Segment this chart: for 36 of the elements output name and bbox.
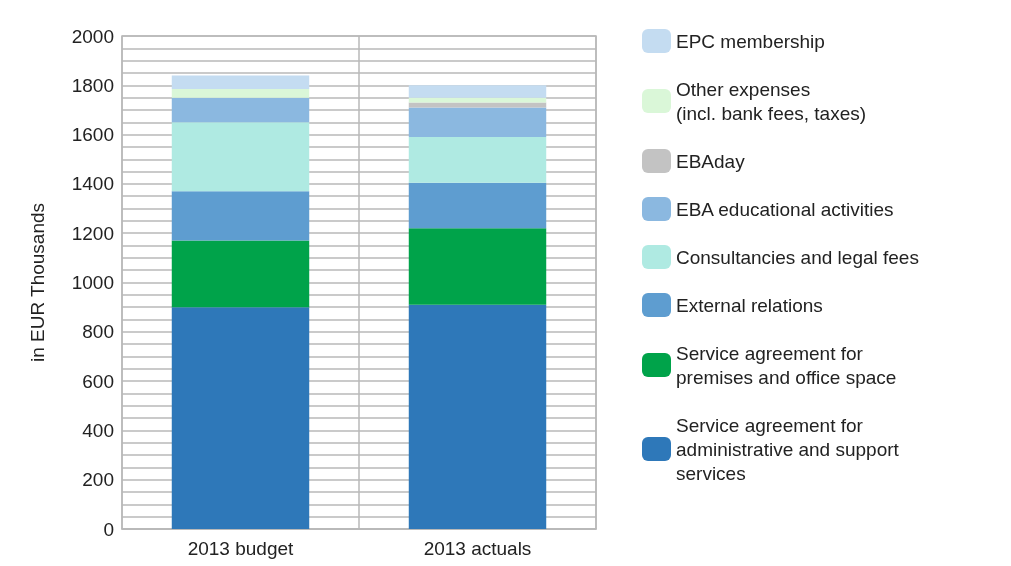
legend-label: External relations [676,294,823,316]
bar [171,122,310,192]
y-tick-label: 600 [82,370,114,392]
legend-label: EBAday [676,150,746,172]
y-tick-label: 1800 [71,74,114,96]
bar [171,191,310,241]
y-tick-label: 800 [82,321,114,343]
bar [171,75,310,89]
y-tick-label: 200 [82,469,114,491]
y-tick-label: 400 [82,419,114,441]
bar [171,307,310,529]
y-tick-label: 1000 [71,272,114,293]
legend-label: EBA educational activities [676,198,894,220]
y-tick-label: 1200 [71,222,114,244]
x-tick-label: 2013 actuals [423,538,532,559]
bar [408,228,547,305]
legend-label: Consultancies and legal fees [676,246,919,268]
legend-label: Service agreement for administrative and support services [676,414,900,484]
bar [408,304,547,529]
bar [408,85,547,98]
y-tick-label: 1400 [71,173,114,195]
bar [408,97,547,103]
bar [171,89,310,98]
y-axis-title: in EUR Thousands [27,202,48,363]
legend-label: EPC membership [676,30,825,52]
bar [408,182,547,229]
bar [171,97,310,123]
y-tick-label: 1600 [71,124,114,146]
y-tick-label: 0 [103,518,114,540]
bar [408,137,547,183]
legend-label: Other expenses (incl. bank fees, taxes) [676,78,867,124]
bar [408,107,547,138]
bar [171,240,310,308]
y-tick-label: 2000 [71,25,114,47]
x-tick-label: 2013 budget [187,538,295,559]
legend-label: Service agreement for premises and office space [676,342,897,388]
